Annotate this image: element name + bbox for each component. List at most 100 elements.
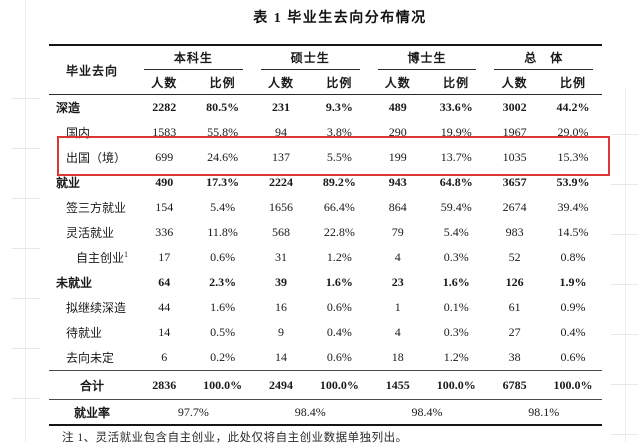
cell-value: 1035 bbox=[502, 150, 527, 164]
row-label: 签三方就业 bbox=[66, 201, 127, 215]
cell-value: 1656 bbox=[268, 200, 293, 214]
row-label: 去向未定 bbox=[66, 351, 115, 365]
cell-value: 0.6% bbox=[210, 250, 236, 264]
cell-value: 44.2% bbox=[556, 100, 590, 114]
cell-value: 39.4% bbox=[557, 200, 589, 214]
cell-value: 1.2% bbox=[326, 250, 352, 264]
cell-value: 864 bbox=[388, 200, 407, 214]
cell-value: 1.6% bbox=[210, 300, 236, 314]
cell-value: 55.8% bbox=[207, 125, 239, 139]
cell-value: 0.5% bbox=[210, 325, 236, 339]
cell-value: 290 bbox=[388, 125, 407, 139]
cell-value: 16 bbox=[274, 300, 287, 314]
cell-value: 6 bbox=[161, 350, 168, 364]
table-row: 未就业 64 2.3% 39 1.6% 23 1.6% 126 1.9% bbox=[49, 270, 602, 295]
employment-rate-value: 97.7% bbox=[177, 404, 209, 419]
cell-value: 2224 bbox=[268, 175, 293, 189]
employment-rate-value: 98.1% bbox=[528, 404, 560, 419]
cell-value: 66.4% bbox=[323, 200, 355, 214]
cell-value: 13.7% bbox=[440, 150, 472, 164]
cell-value: 0.4% bbox=[560, 325, 586, 339]
subheader-count: 人数 bbox=[368, 70, 427, 95]
cell-value: 1 bbox=[394, 300, 401, 314]
cell-value: 9.3% bbox=[325, 100, 353, 114]
cell-value: 4 bbox=[394, 325, 401, 339]
cell-value: 2674 bbox=[502, 200, 527, 214]
cell-value: 17.3% bbox=[206, 175, 240, 189]
cell-value: 1.6% bbox=[442, 275, 470, 289]
table-row: 灵活就业 336 11.8% 568 22.8% 79 5.4% 983 14.5% bbox=[49, 220, 602, 245]
cell-value: 1.9% bbox=[559, 275, 587, 289]
cell-value: 14 bbox=[158, 325, 171, 339]
cell-value: 5.4% bbox=[210, 200, 236, 214]
row-label: 深造 bbox=[56, 101, 81, 115]
cell-value: 23 bbox=[391, 275, 404, 289]
cell-value: 14.5% bbox=[557, 225, 589, 239]
cell-value: 3.8% bbox=[326, 125, 352, 139]
cell-value: 17 bbox=[158, 250, 171, 264]
cell-value: 52 bbox=[508, 250, 521, 264]
cell-value: 31 bbox=[274, 250, 287, 264]
subheader-ratio: 比例 bbox=[193, 70, 252, 95]
employment-rate-row: 就业率 97.7% 98.4% 98.4% 98.1% bbox=[49, 399, 603, 426]
subheader-count: 人数 bbox=[251, 70, 311, 95]
employment-rate-value: 98.4% bbox=[294, 404, 326, 419]
subheader-count: 人数 bbox=[485, 70, 544, 95]
group-header-undergraduate: 本科生 bbox=[135, 45, 252, 70]
cell-value: 0.6% bbox=[560, 350, 586, 364]
cell-value: 1.2% bbox=[443, 350, 469, 364]
cell-value: 27 bbox=[508, 325, 521, 339]
table-row: 深造 2282 80.5% 231 9.3% 489 33.6% 3002 44.2% bbox=[49, 95, 602, 121]
footnote-marker: 1 bbox=[124, 250, 129, 259]
cell-value: 64.8% bbox=[439, 175, 473, 189]
cell-value: 490 bbox=[155, 175, 174, 189]
row-label: 拟继续深造 bbox=[66, 301, 127, 315]
total-cell-value: 1455 bbox=[385, 377, 410, 392]
row-label: 未就业 bbox=[56, 276, 93, 290]
distribution-table: 毕业去向 本科生 硕士生 博士生 总 体 人数 比例 人数 比例 人数 比例 人… bbox=[49, 44, 603, 426]
table-row: 拟继续深造 44 1.6% 16 0.6% 1 0.1% 61 0.9% bbox=[49, 295, 602, 320]
total-cell-value: 100.0% bbox=[436, 377, 476, 392]
cell-value: 0.1% bbox=[443, 300, 469, 314]
cell-value: 137 bbox=[271, 150, 290, 164]
group-header-label: 硕士生 bbox=[260, 46, 360, 70]
group-header-total: 总 体 bbox=[485, 45, 602, 70]
cell-value: 61 bbox=[508, 300, 521, 314]
cell-value: 24.6% bbox=[207, 150, 239, 164]
cell-value: 0.3% bbox=[443, 325, 469, 339]
cell-value: 4 bbox=[394, 250, 401, 264]
table-row: 去向未定 6 0.2% 14 0.6% 18 1.2% 38 0.6% bbox=[49, 345, 602, 371]
employment-rate-label: 就业率 bbox=[73, 405, 110, 420]
cell-value: 199 bbox=[388, 150, 407, 164]
cell-value: 19.9% bbox=[440, 125, 472, 139]
cell-value: 0.3% bbox=[443, 250, 469, 264]
table-row: 国内 1583 55.8% 94 3.8% 290 19.9% 1967 29.0% bbox=[49, 120, 602, 145]
footnote: 注 1、灵活就业包含自主创业，此处仅将自主创业数据单独列出。 bbox=[62, 432, 408, 444]
highlight-annotation-box bbox=[57, 136, 610, 176]
group-header-master: 硕士生 bbox=[252, 45, 369, 70]
subheader-ratio: 比例 bbox=[310, 70, 369, 95]
header-sub-row: 人数 比例 人数 比例 人数 比例 人数 比例 bbox=[49, 70, 603, 95]
table-row: 签三方就业 154 5.4% 1656 66.4% 864 59.4% 2674 39.4% bbox=[49, 195, 602, 220]
cell-value: 0.6% bbox=[326, 300, 352, 314]
table-row: 自主创业1 17 0.6% 31 1.2% 4 0.3% 52 0.8% bbox=[49, 245, 602, 270]
employment-rate-value: 98.4% bbox=[411, 404, 443, 419]
table-row: 出国（境） 699 24.6% 137 5.5% 199 13.7% 1035 15.3% bbox=[49, 145, 602, 170]
group-header-label: 总 体 bbox=[494, 46, 594, 70]
row-label: 自主创业1 bbox=[76, 250, 129, 265]
cell-value: 18 bbox=[391, 350, 404, 364]
cell-value: 0.4% bbox=[326, 325, 352, 339]
group-header-label: 博士生 bbox=[377, 46, 477, 70]
group-header-label: 本科生 bbox=[144, 46, 243, 70]
cell-value: 2282 bbox=[152, 100, 177, 114]
subheader-count: 人数 bbox=[135, 70, 194, 95]
cell-value: 126 bbox=[505, 275, 524, 289]
cell-value: 14 bbox=[274, 350, 287, 364]
cell-value: 154 bbox=[155, 200, 174, 214]
cell-value: 699 bbox=[155, 150, 174, 164]
cell-value: 39 bbox=[274, 275, 287, 289]
cell-value: 59.4% bbox=[440, 200, 472, 214]
cell-value: 1.6% bbox=[325, 275, 353, 289]
cell-value: 336 bbox=[155, 225, 174, 239]
total-row-label: 合计 bbox=[79, 378, 104, 393]
